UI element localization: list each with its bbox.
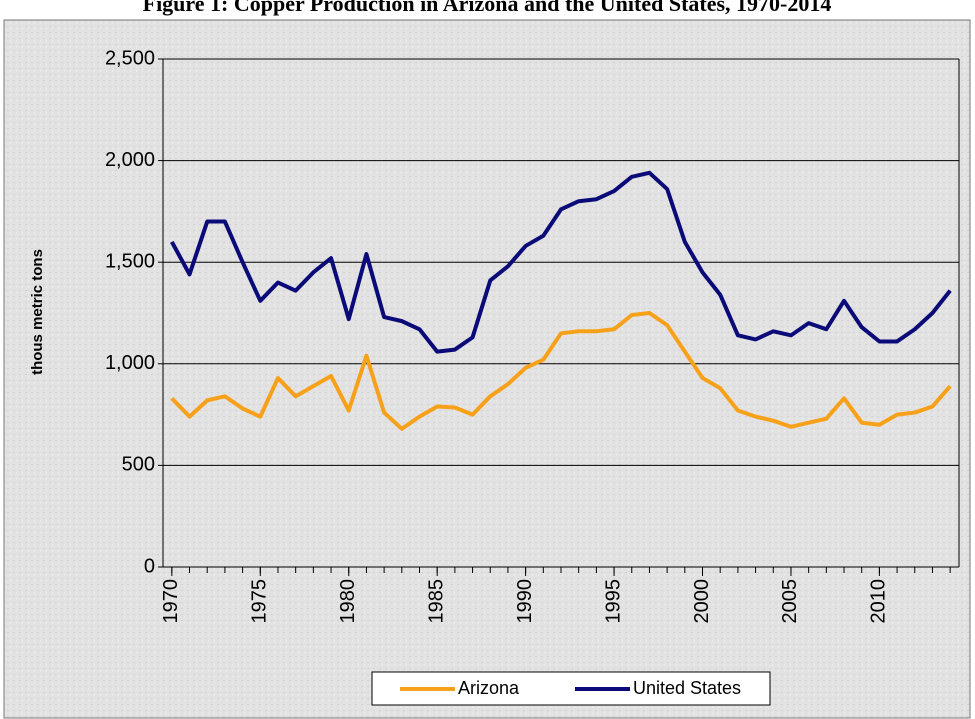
title-band bbox=[0, 0, 975, 19]
chart-frame bbox=[3, 19, 971, 719]
x-tick-label: 1980 bbox=[337, 579, 359, 624]
y-tick-label: 1,500 bbox=[105, 250, 155, 272]
x-tick-label: 2000 bbox=[691, 579, 713, 624]
x-tick-label: 1975 bbox=[249, 579, 271, 624]
y-tick-label: 2,000 bbox=[105, 149, 155, 171]
y-tick-label: 0 bbox=[144, 555, 155, 577]
y-axis-label: thous metric tons bbox=[29, 249, 46, 375]
x-tick-label: 1985 bbox=[425, 579, 447, 624]
y-tick-label: 1,000 bbox=[105, 352, 155, 374]
chart-title: Figure 1: Copper Production in Arizona a… bbox=[143, 0, 832, 16]
y-tick-label: 2,500 bbox=[105, 47, 155, 69]
y-tick-label: 500 bbox=[122, 454, 155, 476]
x-tick-label: 2005 bbox=[779, 579, 801, 624]
series-line bbox=[170, 170, 952, 354]
x-tick-label: 1995 bbox=[602, 579, 624, 624]
x-tick-label: 1990 bbox=[514, 579, 536, 624]
legend-label: United States bbox=[633, 678, 741, 698]
legend-label: Arizona bbox=[458, 678, 520, 698]
x-tick-label: 2010 bbox=[868, 579, 890, 624]
series-line bbox=[170, 311, 952, 431]
x-tick-label: 1970 bbox=[160, 579, 182, 624]
legend: Arizona United States bbox=[371, 671, 771, 706]
